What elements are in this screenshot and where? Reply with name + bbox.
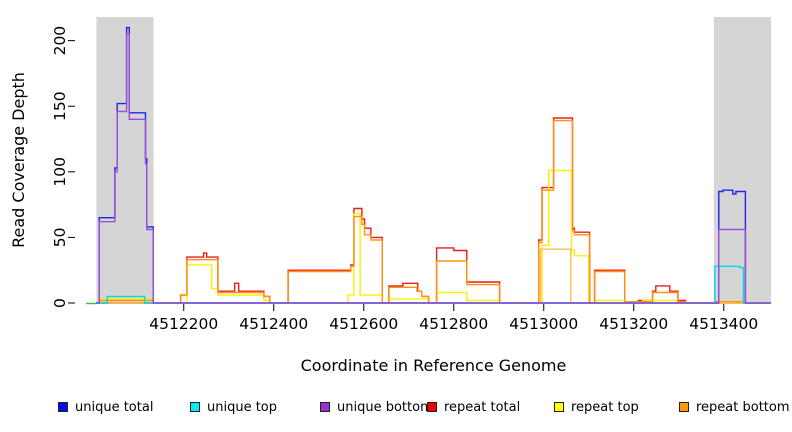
y-axis-title: Read Coverage Depth: [9, 72, 28, 248]
x-axis-tick-label: 4513200: [599, 315, 668, 333]
plot-area: 0 50 100 150 200 4512200 4512400 4512600 4512800…: [9, 17, 771, 375]
legend-swatch-unique-total: [58, 402, 68, 412]
x-axis-tick-label: 4512600: [329, 315, 398, 333]
legend-item-unique-top: unique top: [190, 398, 277, 416]
legend-label: repeat total: [444, 399, 521, 415]
y-axis-tick-label: 50: [51, 228, 69, 248]
series-unique-top: [96, 265, 771, 304]
legend-label: unique top: [207, 399, 278, 415]
y-axis-tick-label: 0: [51, 298, 69, 308]
x-axis-tick-label: 4512200: [149, 315, 218, 333]
series-repeat-top: [96, 169, 771, 304]
legend-item-repeat-bottom: repeat bottom: [679, 398, 790, 416]
series-repeat-bottom: [96, 119, 771, 304]
legend-item-repeat-total: repeat total: [427, 398, 520, 416]
legend-item-unique-total: unique total: [58, 398, 153, 416]
legend-swatch-repeat-bottom: [679, 402, 689, 412]
legend-label: repeat top: [571, 399, 639, 415]
x-axis-tick-label: 4512400: [239, 315, 308, 333]
chart-legend: unique total unique top unique bottom repea…: [0, 398, 792, 420]
legend-item-unique-bottom: unique bottom: [320, 398, 433, 416]
legend-swatch-repeat-top: [554, 402, 564, 412]
series-unique-bottom: [96, 33, 771, 304]
series-repeat-total: [96, 117, 771, 304]
legend-item-repeat-top: repeat top: [554, 398, 639, 416]
x-axis-tick-label: 4513400: [689, 315, 758, 333]
legend-label: repeat bottom: [696, 399, 790, 415]
legend-swatch-unique-bottom: [320, 402, 330, 412]
x-axis-tick-label: 4512800: [419, 315, 488, 333]
legend-swatch-repeat-total: [427, 402, 437, 412]
shaded-left-repeat-region: [96, 17, 154, 304]
y-axis-tick-label: 150: [51, 91, 69, 121]
legend-label: unique total: [75, 399, 154, 415]
shaded-right-repeat-region: [713, 17, 771, 304]
series-unique-total: [96, 26, 771, 304]
legend-swatch-unique-top: [190, 402, 200, 412]
x-axis-tick-label: 4513000: [509, 315, 578, 333]
x-axis-title: Coordinate in Reference Genome: [301, 356, 567, 375]
y-axis-tick-label: 100: [51, 157, 69, 187]
legend-label: unique bottom: [337, 399, 433, 415]
y-axis-tick-label: 200: [51, 26, 69, 56]
